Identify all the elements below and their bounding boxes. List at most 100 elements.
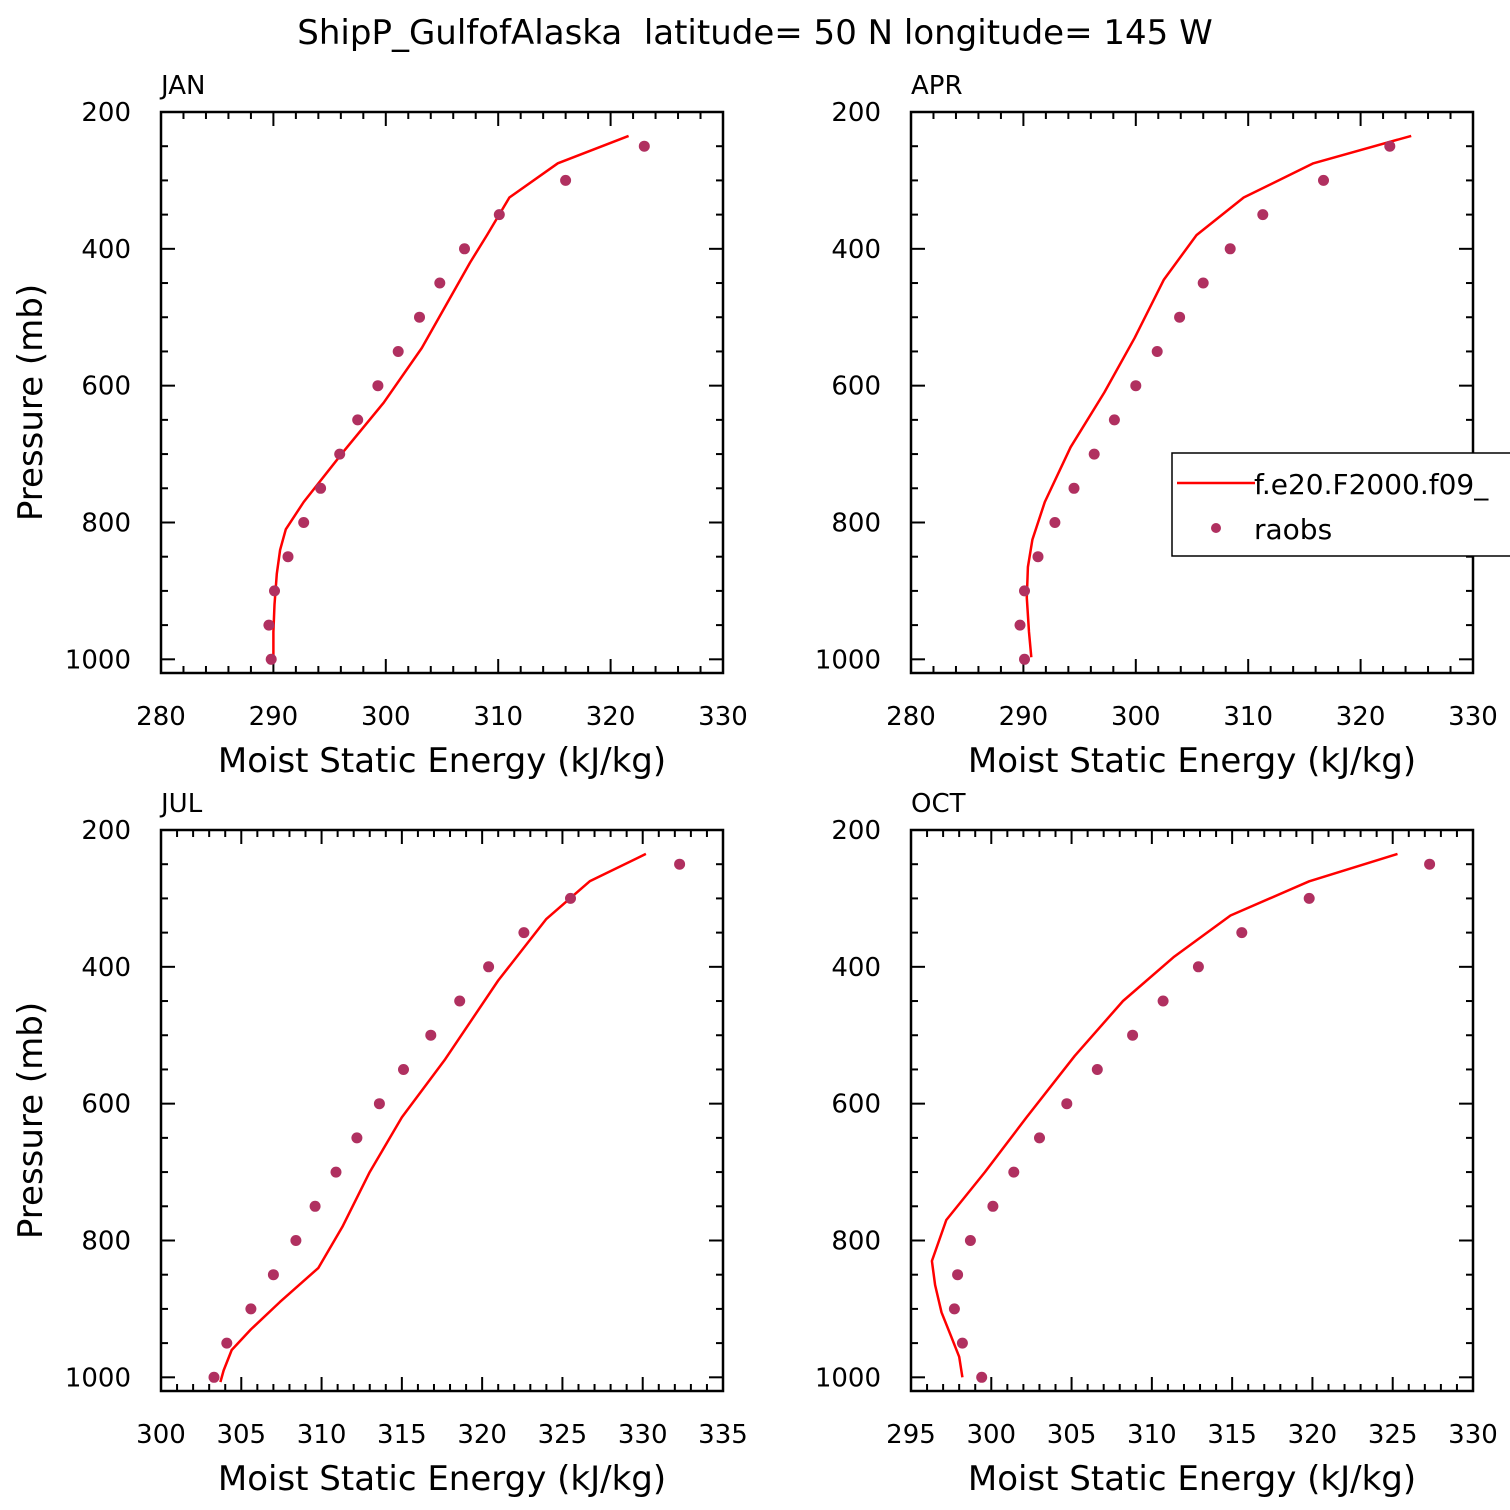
obs-point: [1014, 619, 1026, 631]
obs-point: [245, 1303, 257, 1315]
x-tick-label: 330: [1448, 1420, 1498, 1450]
obs-point: [976, 1371, 988, 1383]
panel-label: JAN: [159, 71, 205, 101]
obs-point: [373, 1098, 385, 1110]
obs-point: [1091, 1064, 1103, 1075]
model-line: [1025, 134, 1412, 658]
obs-point: [1151, 346, 1163, 357]
x-tick-label: 335: [698, 1420, 748, 1450]
obs-point: [265, 653, 277, 665]
obs-point: [518, 927, 530, 939]
obs-point: [1303, 892, 1315, 904]
obs-point: [1127, 1029, 1139, 1041]
x-tick-label: 310: [1223, 702, 1273, 732]
obs-point: [1257, 209, 1269, 221]
panel-jan: 280 290 300 310 320 330 200 400 600 800 1000 JAN Moi…: [11, 71, 748, 781]
x-tick-label: 290: [249, 702, 299, 732]
x-axis-label: Moist Static Energy (kJ/kg): [218, 741, 666, 781]
x-tick-label: 320: [1336, 702, 1386, 732]
y-tick-label: 400: [81, 953, 131, 983]
obs-point: [1108, 414, 1120, 426]
obs-point: [290, 1235, 302, 1246]
x-axis-label: Moist Static Energy (kJ/kg): [968, 741, 1416, 781]
panel-label: JUL: [159, 789, 203, 819]
x-axis-label: Moist Static Energy (kJ/kg): [218, 1459, 666, 1499]
obs-point: [298, 517, 310, 528]
obs-point: [948, 1303, 960, 1315]
panels: 280 290 300 310 320 330 200 400 600 800 1000 JAN Moi…: [11, 71, 1498, 1499]
obs-point: [352, 414, 364, 426]
y-tick-label: 800: [81, 1226, 131, 1256]
obs-point: [263, 619, 275, 631]
obs-point: [1224, 243, 1236, 255]
obs-point: [1192, 961, 1204, 973]
obs-point: [1174, 311, 1186, 323]
model-line: [930, 852, 1398, 1378]
legend-obs-label: raobs: [1254, 513, 1332, 546]
y-axis-label: Pressure (mb): [11, 284, 51, 521]
y-tick-label: 800: [831, 508, 881, 538]
obs-point: [425, 1029, 437, 1041]
obs-point: [987, 1200, 999, 1212]
x-tick-label: 300: [361, 702, 411, 732]
obs-point: [560, 174, 572, 186]
x-tick-label: 330: [618, 1420, 668, 1450]
x-tick-label: 300: [136, 1420, 186, 1450]
figure-title: ShipP_GulfofAlaska latitude= 50 N longit…: [297, 13, 1212, 53]
x-tick-label: 280: [886, 702, 936, 732]
y-tick-label: 600: [831, 1090, 881, 1120]
x-tick-label: 310: [1127, 1420, 1177, 1450]
plot-frame: [159, 110, 725, 675]
obs-point: [267, 1269, 279, 1281]
obs-point: [434, 277, 446, 289]
y-tick-label: 200: [81, 816, 131, 846]
obs-point: [309, 1200, 321, 1212]
x-tick-label: 305: [1047, 1420, 1097, 1450]
y-tick-label: 1000: [815, 1363, 881, 1393]
y-tick-label: 800: [81, 508, 131, 538]
obs-point: [1157, 995, 1169, 1007]
y-tick-label: 1000: [65, 645, 131, 675]
panel-oct: 295 300 305 310 315 320 325 330 200 400 600 800 1000…: [815, 789, 1498, 1499]
obs-point: [1034, 1132, 1045, 1144]
obs-point: [315, 482, 327, 494]
x-axis-label: Moist Static Energy (kJ/kg): [968, 1459, 1416, 1499]
obs-point: [483, 961, 495, 973]
x-tick-label: 330: [698, 702, 748, 732]
obs-point: [956, 1337, 968, 1349]
plot-frame: [159, 828, 725, 1393]
model-line: [272, 134, 630, 660]
obs-point: [1019, 585, 1030, 597]
obs-point: [330, 1166, 342, 1178]
x-tick-label: 295: [886, 1420, 936, 1450]
x-tick-label: 300: [1111, 702, 1161, 732]
x-tick-label: 325: [1368, 1420, 1418, 1450]
obs-point: [1061, 1098, 1073, 1110]
obs-point: [674, 858, 686, 870]
obs-point: [454, 995, 466, 1007]
legend: f.e20.F2000.f09_ raobs: [1171, 452, 1510, 557]
obs-point: [221, 1337, 233, 1349]
x-tick-label: 300: [966, 1420, 1016, 1450]
plot-frame: [909, 110, 1475, 675]
y-tick-label: 400: [831, 953, 881, 983]
panel-jul: 300 305 310 315 320 325 330 335 200 400 600 800 1000…: [11, 789, 748, 1499]
x-tick-label: 315: [377, 1420, 427, 1450]
obs-point: [1088, 448, 1100, 460]
y-tick-label: 1000: [815, 645, 881, 675]
panel-label: OCT: [911, 789, 966, 819]
obs-point: [1236, 927, 1248, 939]
x-tick-label: 310: [297, 1420, 347, 1450]
x-tick-label: 320: [586, 702, 636, 732]
obs-point: [1424, 858, 1436, 870]
obs-point: [334, 448, 346, 460]
obs-point: [1130, 380, 1142, 392]
y-axis-label: Pressure (mb): [11, 1002, 51, 1239]
obs-point: [964, 1235, 976, 1246]
y-tick-label: 400: [81, 235, 131, 265]
obs-point: [414, 311, 425, 323]
obs-point: [208, 1371, 220, 1383]
y-tick-label: 600: [81, 372, 131, 402]
y-tick-label: 800: [831, 1226, 881, 1256]
